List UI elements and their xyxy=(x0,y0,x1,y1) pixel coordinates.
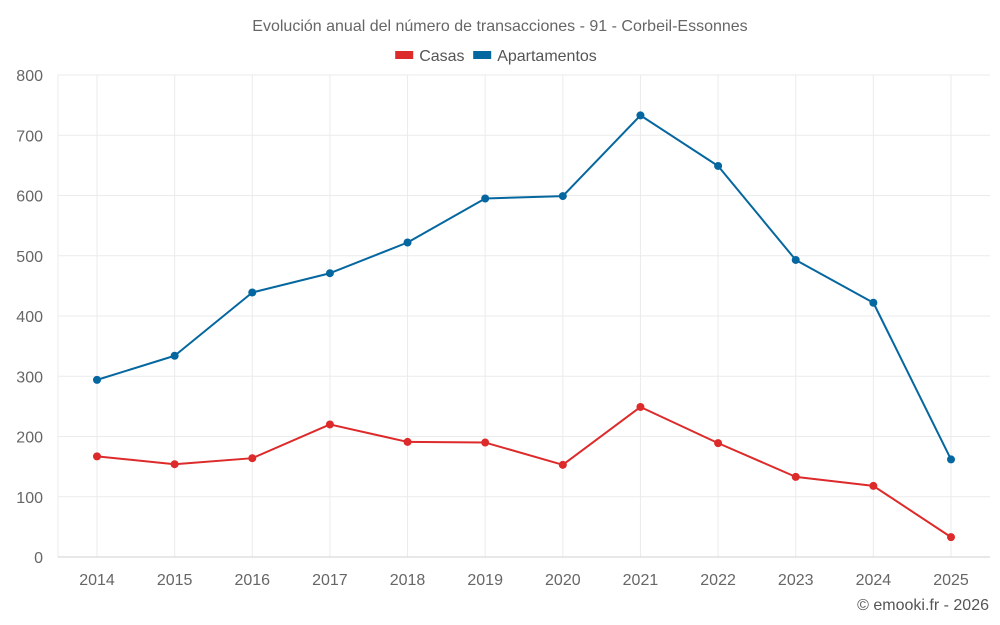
y-tick-label: 0 xyxy=(34,550,43,567)
y-tick-label: 300 xyxy=(16,369,43,386)
data-point[interactable] xyxy=(791,472,800,481)
y-tick-label: 700 xyxy=(16,128,43,145)
data-point[interactable] xyxy=(869,298,878,307)
legend-label: Casas xyxy=(419,48,464,65)
data-point[interactable] xyxy=(325,420,334,429)
data-point[interactable] xyxy=(869,481,878,490)
y-tick-label: 200 xyxy=(16,430,43,447)
x-tick-label: 2018 xyxy=(390,572,426,589)
legend-item-apartamentos[interactable]: Apartamentos xyxy=(473,48,597,65)
credit-text: © emooki.fr - 2026 xyxy=(857,597,989,614)
data-point[interactable] xyxy=(558,460,567,469)
data-point[interactable] xyxy=(170,351,179,360)
data-point[interactable] xyxy=(248,288,257,297)
x-axis: 2014 2015 2016 2017 2018 2019 2020 2021 2022 2023… xyxy=(58,556,990,589)
legend-label: Apartamentos xyxy=(497,48,597,65)
y-axis: 0 100 200 300 400 500 600 700 800 xyxy=(16,68,43,567)
x-tick-label: 2023 xyxy=(778,572,814,589)
x-tick-label: 2017 xyxy=(312,572,348,589)
series-group xyxy=(93,111,955,542)
data-point[interactable] xyxy=(558,192,567,201)
y-tick-label: 400 xyxy=(16,309,43,326)
legend: Casas Apartamentos xyxy=(395,48,597,65)
data-point[interactable] xyxy=(93,375,101,384)
series-line xyxy=(96,114,952,460)
x-tick-label: 2021 xyxy=(623,572,659,589)
data-point[interactable] xyxy=(947,455,955,464)
data-point[interactable] xyxy=(403,238,412,247)
series-apartamentos xyxy=(93,111,955,464)
x-tick-label: 2024 xyxy=(856,572,892,589)
x-tick-label: 2014 xyxy=(79,572,115,589)
x-tick-label: 2025 xyxy=(933,572,969,589)
x-tick-label: 2020 xyxy=(545,572,581,589)
y-tick-label: 500 xyxy=(16,249,43,266)
legend-item-casas[interactable]: Casas xyxy=(395,48,465,65)
data-point[interactable] xyxy=(636,111,645,120)
data-point[interactable] xyxy=(947,533,955,542)
data-point[interactable] xyxy=(170,460,179,469)
data-point[interactable] xyxy=(403,437,412,446)
chart-title: Evolución anual del número de transaccio… xyxy=(252,18,747,35)
y-tick-label: 600 xyxy=(16,189,43,206)
legend-swatch xyxy=(395,51,414,59)
data-point[interactable] xyxy=(248,454,257,463)
x-tick-label: 2022 xyxy=(700,572,736,589)
y-tick-label: 100 xyxy=(16,490,43,507)
x-tick-label: 2019 xyxy=(467,572,503,589)
data-point[interactable] xyxy=(791,255,800,264)
series-line xyxy=(96,405,952,538)
data-point[interactable] xyxy=(714,161,723,170)
data-point[interactable] xyxy=(325,269,334,278)
data-point[interactable] xyxy=(636,402,645,411)
data-point[interactable] xyxy=(481,194,490,203)
y-tick-label: 800 xyxy=(16,68,43,85)
x-tick-label: 2016 xyxy=(234,572,270,589)
data-point[interactable] xyxy=(714,439,723,448)
legend-swatch xyxy=(473,51,492,59)
data-point[interactable] xyxy=(93,452,101,461)
data-point[interactable] xyxy=(481,438,490,447)
x-tick-label: 2015 xyxy=(157,572,193,589)
gridlines xyxy=(57,74,990,557)
series-casas xyxy=(93,402,955,542)
